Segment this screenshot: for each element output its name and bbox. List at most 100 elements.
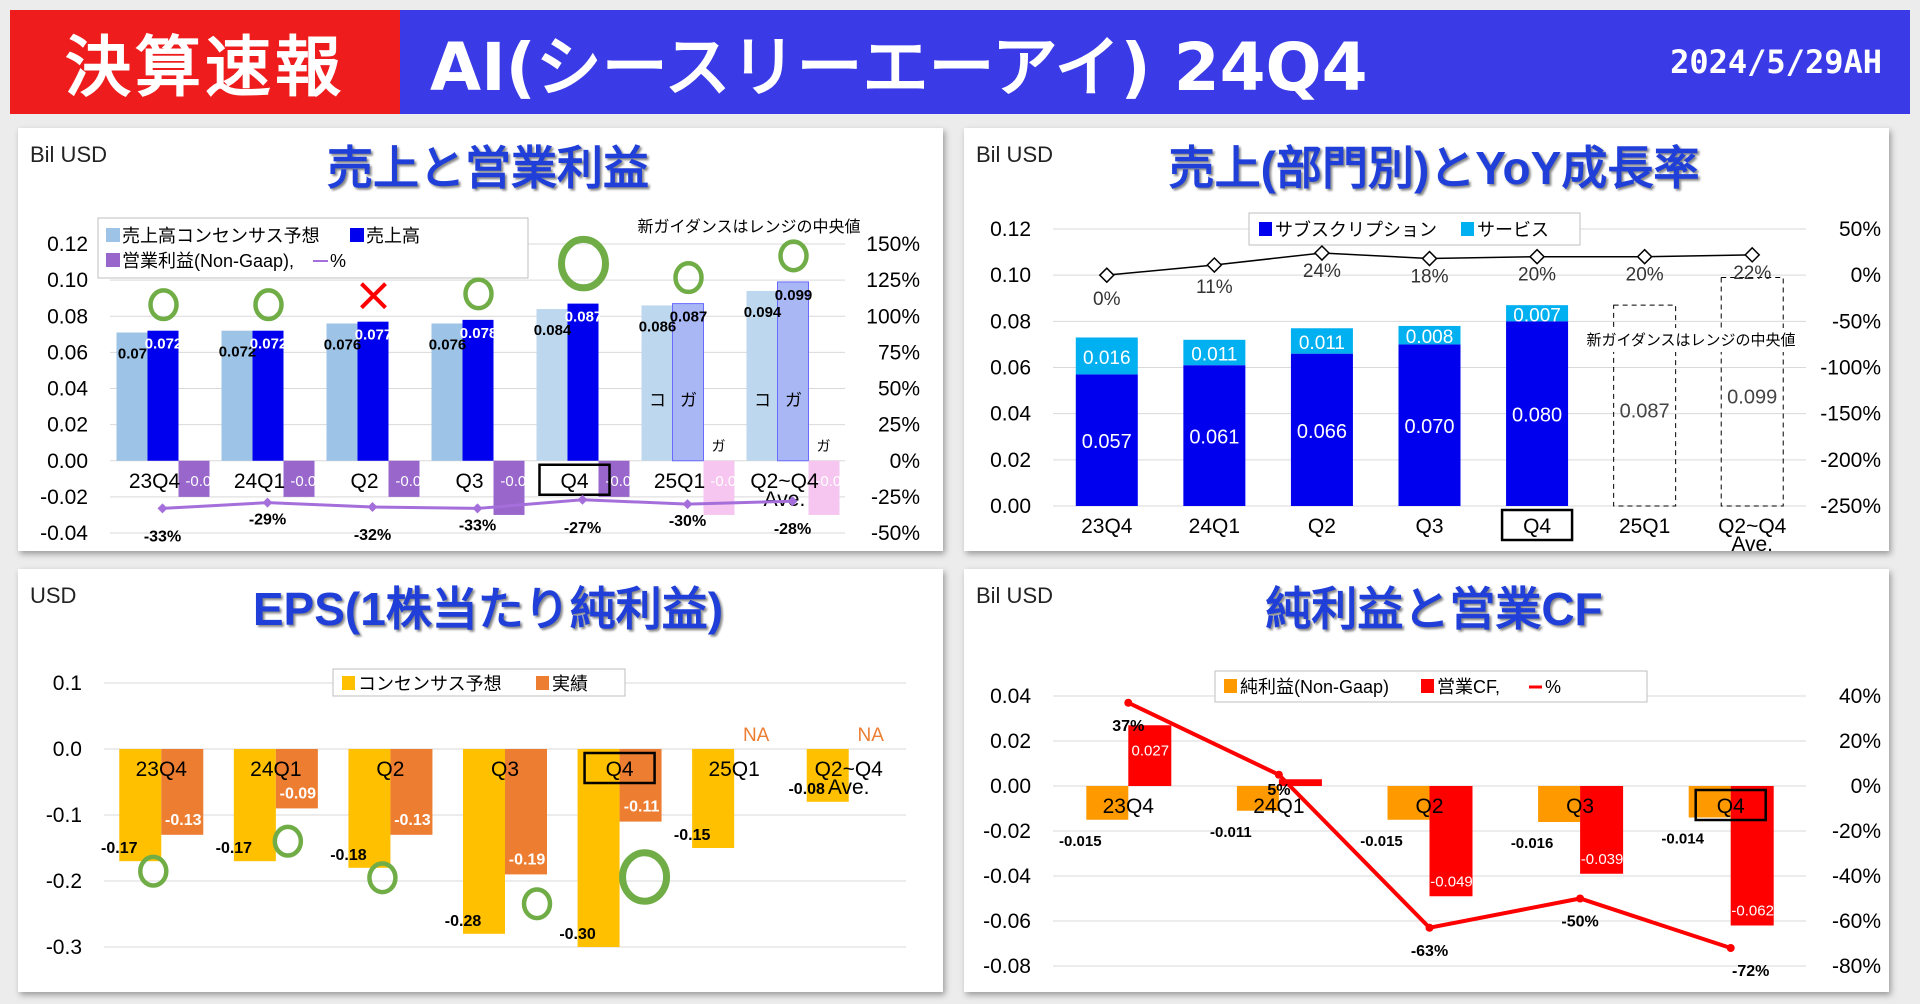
y2-tick-label: 0% bbox=[1851, 775, 1881, 798]
beat-mark-icon bbox=[253, 288, 284, 322]
category-label: 24Q1 bbox=[234, 470, 285, 493]
y-tick-label: 0.04 bbox=[990, 685, 1031, 708]
operating-cf-value-label: -0.049 bbox=[1430, 873, 1473, 890]
unit-label: Bil USD bbox=[30, 142, 107, 167]
operating-cf-bar bbox=[1429, 786, 1473, 897]
unit-label: USD bbox=[30, 583, 76, 608]
legend-swatch bbox=[342, 676, 355, 690]
legend-label: サービス bbox=[1477, 220, 1549, 240]
consensus-bar bbox=[326, 323, 358, 461]
subscription-value-label: 0.070 bbox=[1404, 416, 1454, 438]
subscription-bar bbox=[1506, 321, 1569, 506]
legend-swatch bbox=[1224, 679, 1237, 693]
consensus-value-label: -0.28 bbox=[445, 913, 482, 930]
margin-point bbox=[367, 501, 378, 512]
y2-tick-label: -25% bbox=[871, 486, 920, 509]
y2-tick-label: -100% bbox=[1820, 357, 1881, 380]
margin-point bbox=[682, 499, 693, 510]
operating-income-bar bbox=[388, 460, 420, 497]
beat-mark-icon bbox=[272, 824, 304, 858]
y-tick-label: -0.3 bbox=[46, 936, 82, 959]
cf-margin-point bbox=[1425, 923, 1434, 932]
consensus-value-label: -0.17 bbox=[216, 840, 253, 857]
legend-label: % bbox=[330, 251, 346, 271]
service-value-label: 0.016 bbox=[1083, 348, 1131, 369]
consensus-bar bbox=[431, 323, 463, 461]
category-label: Q2 bbox=[1415, 795, 1443, 818]
net-income-value-label: -0.011 bbox=[1210, 824, 1252, 841]
revenue-value-label: 0.087 bbox=[565, 309, 603, 326]
highlight-box bbox=[538, 463, 611, 496]
category-label: Ave. bbox=[1731, 533, 1773, 551]
y2-tick-label: 100% bbox=[866, 305, 920, 328]
legend-box bbox=[1248, 212, 1581, 246]
y2-tick-label: -20% bbox=[1832, 820, 1881, 843]
consensus-value-label: 0.076 bbox=[324, 336, 362, 353]
y-tick-label: 0.12 bbox=[47, 233, 88, 256]
yoy-point bbox=[1744, 246, 1761, 263]
y2-tick-label: 25% bbox=[878, 414, 920, 437]
guidance-note: 新ガイダンスはレンジの中央値 bbox=[1586, 332, 1795, 349]
y-tick-label: 0.12 bbox=[990, 218, 1031, 241]
subscription-bar bbox=[1183, 365, 1246, 506]
yoy-value-label: 11% bbox=[1196, 277, 1233, 298]
net-income-value-label: -0.015 bbox=[1059, 833, 1102, 850]
consensus-value-label: -0.30 bbox=[559, 926, 596, 943]
actual-bar bbox=[161, 749, 204, 835]
category-label: 24Q1 bbox=[1189, 515, 1240, 538]
cf-margin-point bbox=[1726, 944, 1735, 952]
consensus-value-label: -0.17 bbox=[101, 840, 138, 857]
beat-mark-icon bbox=[138, 854, 169, 888]
net-income-bar bbox=[1387, 786, 1430, 820]
eps-chart: USD EPS(1株当たり純利益) 0.1 0.0 -0.1 -0.2 -0.3 コンセンサス… bbox=[18, 569, 943, 992]
y2-tick-label: 125% bbox=[866, 269, 920, 292]
y-tick-label: 0.08 bbox=[47, 305, 88, 328]
consensus-value-label: 0.072 bbox=[219, 344, 257, 361]
actual-value-label: -0.13 bbox=[394, 812, 431, 829]
legend-label: 売上高 bbox=[366, 226, 420, 246]
margin-point bbox=[787, 496, 798, 507]
category-label: 23Q4 bbox=[1103, 795, 1155, 818]
highlight-box bbox=[1500, 508, 1574, 542]
margin-point bbox=[157, 503, 168, 514]
yoy-point bbox=[1529, 248, 1546, 265]
y2-tick-label: 20% bbox=[1839, 730, 1881, 753]
consensus-bar bbox=[233, 749, 276, 862]
y-tick-label: 0.08 bbox=[990, 310, 1031, 333]
service-value-label: 0.011 bbox=[1299, 333, 1345, 354]
header-banner: 決算速報 AI(シースリーエーアイ) 24Q4 2024/5/29AH bbox=[10, 10, 1910, 114]
consensus-bar bbox=[348, 749, 391, 868]
consensus-value-label: 0.07 bbox=[118, 346, 147, 363]
yoy-point bbox=[1313, 244, 1330, 262]
consensus-value-label: 0.076 bbox=[429, 336, 467, 353]
y-tick-label: -0.02 bbox=[40, 486, 88, 509]
y-tick-label: 0.06 bbox=[990, 357, 1031, 380]
operating-cf-bar bbox=[1580, 786, 1624, 874]
highlight-box bbox=[1694, 788, 1767, 822]
yoy-value-label: 0% bbox=[1093, 289, 1121, 310]
miss-mark-icon bbox=[360, 282, 387, 310]
legend-label: コンセンサス予想 bbox=[358, 674, 502, 694]
revenue-value-label: 0.099 bbox=[775, 287, 813, 304]
operating-cf-bar bbox=[1128, 725, 1172, 786]
y-tick-label: -0.08 bbox=[983, 955, 1031, 978]
cf-margin-point bbox=[1124, 698, 1133, 707]
category-label: 23Q4 bbox=[136, 758, 188, 781]
category-label: Ave. bbox=[828, 776, 870, 799]
consensus-bar bbox=[221, 330, 253, 461]
category-label: Q2 bbox=[376, 758, 404, 781]
chart-svg: Bil USD 売上(部門別)とYoY成長率 0.12 0.10 0.08 0.06 0.0… bbox=[976, 142, 1881, 551]
category-label: Q3 bbox=[1415, 515, 1443, 538]
legend-swatch bbox=[536, 676, 549, 690]
guidance-value-label: 0.087 bbox=[1620, 401, 1670, 423]
chart-title: EPS(1株当たり純利益) bbox=[253, 583, 723, 635]
operating-income-value-label: -0.03 bbox=[500, 473, 534, 490]
legend-swatch bbox=[106, 253, 120, 267]
margin-value-label: -29% bbox=[249, 512, 286, 529]
beat-mark-icon bbox=[367, 861, 398, 895]
y-tick-label: 0.02 bbox=[990, 449, 1031, 472]
consensus-value-label: -0.15 bbox=[674, 827, 711, 844]
revenue-bar bbox=[357, 321, 389, 461]
category-label: Q2 bbox=[350, 470, 378, 493]
yoy-point bbox=[1098, 267, 1115, 284]
